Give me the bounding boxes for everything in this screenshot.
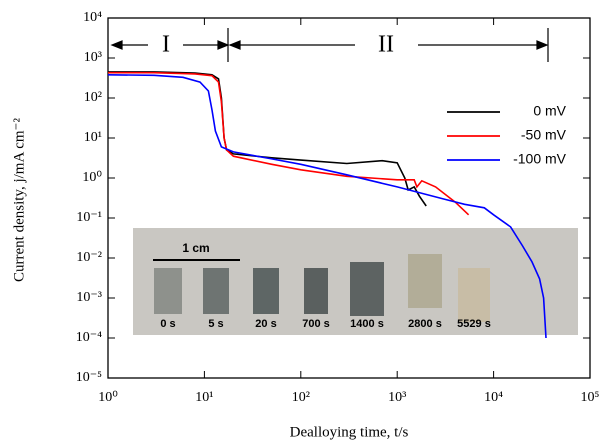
arrowhead (110, 40, 123, 50)
sample-label: 700 s (302, 318, 330, 330)
x-tick-label: 10⁴ (484, 390, 503, 405)
sample-label: 20 s (255, 318, 276, 330)
sample-label: 2800 s (408, 318, 442, 330)
sample-label: 5529 s (457, 318, 491, 330)
y-tick-label: 10⁻³ (76, 290, 102, 305)
legend-label: -100 mV (513, 151, 567, 167)
y-axis-label: Current density, j/mA cm⁻² (11, 118, 27, 282)
scale-label: 1 cm (182, 241, 209, 255)
x-tick-label: 10⁰ (98, 390, 118, 405)
data-line (107, 74, 547, 339)
plot-frame (107, 17, 591, 379)
y-tick-label: 10⁴ (83, 10, 102, 25)
phase-label: II (378, 32, 394, 58)
x-tick-label: 10⁵ (581, 390, 600, 405)
x-tick-label: 10³ (388, 390, 406, 405)
phase-label: I (162, 32, 170, 58)
y-tick-label: 10⁻² (76, 250, 102, 265)
data-line (108, 71, 427, 207)
sample-label: 1400 s (350, 318, 384, 330)
y-tick-label: 10⁻⁴ (76, 330, 102, 345)
legend-label: 0 mV (533, 103, 566, 119)
y-tick-label: 10³ (84, 50, 102, 65)
data-line (108, 71, 470, 216)
sample (154, 268, 182, 314)
y-tick-label: 10² (84, 90, 102, 105)
phase-markers (110, 28, 549, 62)
y-tick-label: 10⁻¹ (76, 210, 102, 225)
sample (458, 268, 490, 322)
x-tick-label: 10² (292, 390, 310, 405)
arrowhead (536, 40, 549, 50)
sample-label: 0 s (160, 318, 175, 330)
y-tick-label: 10⁰ (82, 170, 102, 185)
x-tick-label: 10¹ (195, 390, 213, 405)
y-tick-label: 10⁻⁵ (76, 370, 102, 385)
sample-label: 5 s (208, 318, 223, 330)
sample (253, 268, 279, 314)
arrowhead (228, 40, 241, 50)
x-axis-label: Dealloying time, t/s (290, 424, 409, 440)
sample (304, 268, 328, 314)
sample (408, 254, 442, 308)
sample (350, 262, 384, 316)
sample (203, 268, 229, 314)
y-tick-label: 10¹ (84, 130, 102, 145)
arrowhead (217, 40, 230, 50)
legend-label: -50 mV (521, 127, 567, 143)
